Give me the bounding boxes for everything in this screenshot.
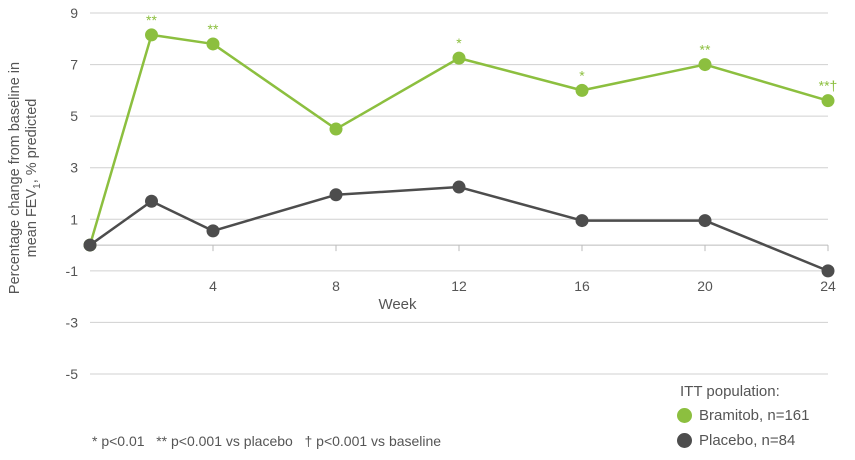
- data-point: [329, 122, 343, 136]
- data-point: [698, 58, 712, 72]
- x-tick-label: 24: [820, 278, 836, 294]
- significance-label: **: [208, 21, 219, 37]
- data-point: [83, 238, 97, 252]
- x-axis-title: Week: [378, 296, 417, 313]
- footnote: * p<0.01 ** p<0.001 vs placebo † p<0.001…: [92, 433, 442, 449]
- series-line: [88, 33, 829, 246]
- significance-label: **: [146, 12, 157, 28]
- data-point: [329, 188, 343, 202]
- legend-label-placebo: Placebo, n=84: [699, 432, 796, 449]
- data-point: [575, 83, 589, 97]
- data-point: [821, 264, 835, 278]
- legend-title: ITT population:: [680, 383, 780, 400]
- significance-label: *: [456, 35, 462, 51]
- legend-label-bramitob: Bramitob, n=161: [699, 407, 810, 424]
- y-tick-label: -5: [66, 366, 79, 382]
- axes: [90, 244, 829, 252]
- y-axis-title: Percentage change from baseline in mean …: [7, 61, 43, 295]
- significance-label: *: [579, 67, 585, 83]
- grid: [90, 12, 828, 375]
- x-tick-label: 16: [574, 278, 590, 294]
- data-point: [452, 180, 466, 194]
- data-point: [452, 51, 466, 65]
- y-tick-label: 3: [70, 160, 78, 176]
- x-tick-label: 20: [697, 278, 713, 294]
- data-point: [145, 194, 158, 208]
- significance-label: **†: [819, 78, 838, 94]
- legend-item-bramitob: Bramitob, n=161: [677, 407, 810, 424]
- data-point: [206, 224, 220, 238]
- x-tick-label: 4: [209, 278, 217, 294]
- legend-item-placebo: Placebo, n=84: [677, 432, 795, 449]
- significance-label: **: [700, 42, 711, 58]
- y-tick-label: 1: [70, 211, 78, 227]
- data-point: [575, 214, 589, 228]
- tick-labels: 9 7 5 3 1 -1 -3 -5 4 8 12 16 20 24 Week: [66, 5, 836, 382]
- series: **********†: [83, 12, 838, 278]
- y-tick-label: 9: [70, 5, 78, 21]
- y-tick-label: -3: [66, 314, 79, 330]
- x-tick-label: 12: [451, 278, 467, 294]
- y-tick-label: -1: [66, 263, 79, 279]
- data-point: [821, 94, 835, 108]
- data-point: [698, 214, 712, 228]
- data-point: [145, 28, 158, 42]
- y-tick-label: 5: [70, 108, 78, 124]
- data-point: [206, 37, 220, 51]
- legend-marker-bramitob: [677, 408, 692, 423]
- series-line: [89, 185, 829, 273]
- x-tick-label: 8: [332, 278, 340, 294]
- legend-marker-placebo: [677, 433, 692, 448]
- y-tick-label: 7: [70, 57, 78, 73]
